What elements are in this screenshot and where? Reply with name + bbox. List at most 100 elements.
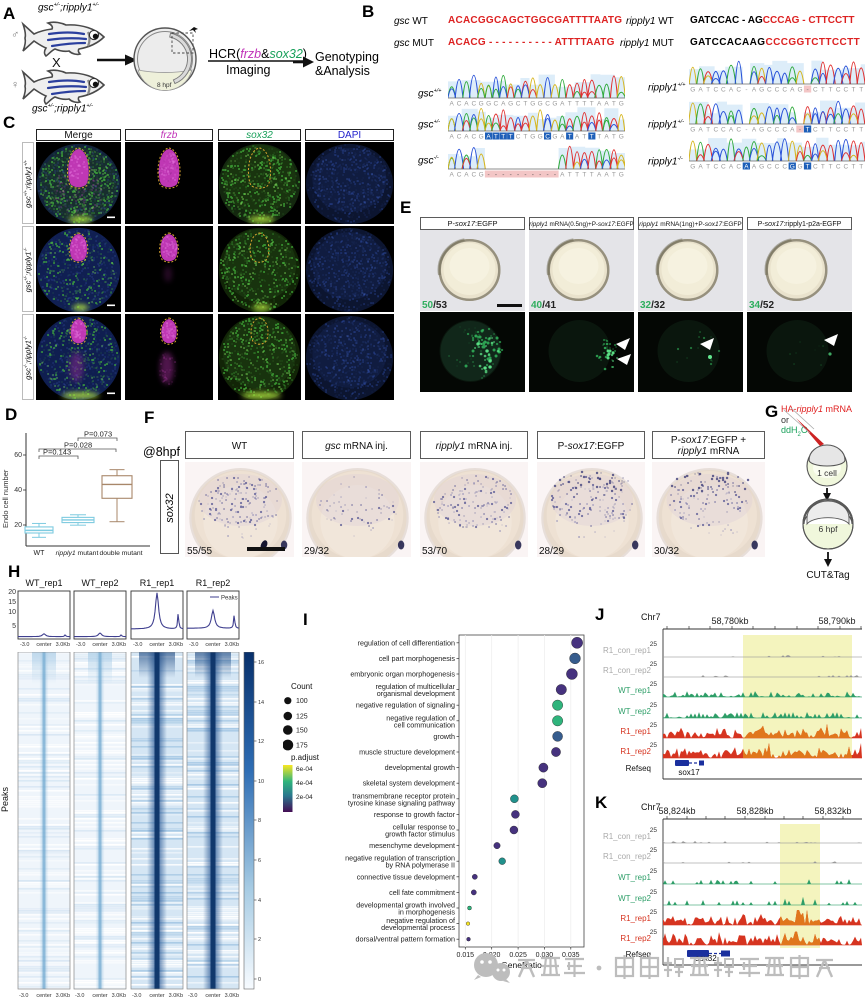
svg-text:8 hpf: 8 hpf bbox=[157, 82, 172, 89]
svg-text:C: C bbox=[457, 101, 462, 108]
svg-text:G: G bbox=[619, 134, 624, 141]
svg-text:25: 25 bbox=[650, 929, 658, 936]
svg-text:by RNA polymerase II: by RNA polymerase II bbox=[385, 861, 455, 870]
svg-text:T: T bbox=[575, 172, 579, 179]
svg-text:-: - bbox=[502, 172, 504, 179]
svg-text:T: T bbox=[582, 172, 586, 179]
svg-text:2e-04: 2e-04 bbox=[296, 794, 313, 801]
svg-text:14: 14 bbox=[258, 700, 264, 706]
svg-text:C: C bbox=[713, 87, 718, 94]
svg-text:T: T bbox=[523, 134, 527, 141]
svg-text:growth: growth bbox=[433, 732, 455, 741]
svg-text:T: T bbox=[821, 164, 825, 171]
svg-text:-: - bbox=[799, 127, 801, 134]
svg-text:WT_rep1: WT_rep1 bbox=[618, 686, 651, 695]
svg-text:WT_rep1: WT_rep1 bbox=[25, 578, 62, 588]
svg-text:C: C bbox=[844, 87, 849, 94]
svg-text:T: T bbox=[852, 164, 856, 171]
svg-text:cell part morphogenesis: cell part morphogenesis bbox=[379, 654, 456, 663]
svg-text:G: G bbox=[486, 101, 491, 108]
svg-text:A: A bbox=[604, 134, 609, 141]
svg-text:6 hpf: 6 hpf bbox=[819, 524, 839, 534]
svg-text:WT: WT bbox=[232, 441, 248, 452]
svg-text:C: C bbox=[721, 127, 726, 134]
svg-text:58,828kb: 58,828kb bbox=[736, 806, 773, 816]
svg-text:C: C bbox=[545, 101, 550, 108]
svg-text:Chr7: Chr7 bbox=[641, 612, 661, 622]
svg-text:A: A bbox=[464, 172, 469, 179]
svg-text:center: center bbox=[205, 993, 220, 999]
svg-text:C: C bbox=[516, 134, 521, 141]
svg-text:-: - bbox=[517, 172, 519, 179]
svg-text:T: T bbox=[568, 134, 572, 141]
svg-text:6e-04: 6e-04 bbox=[296, 766, 313, 773]
svg-text:C: C bbox=[775, 127, 780, 134]
svg-text:25: 25 bbox=[650, 909, 658, 916]
svg-text:G: G bbox=[508, 101, 513, 108]
svg-text:A: A bbox=[698, 127, 703, 134]
svg-text:P-sox17:EGFP +: P-sox17:EGFP + bbox=[671, 435, 746, 446]
svg-text:15: 15 bbox=[8, 599, 16, 606]
svg-text:T: T bbox=[582, 101, 586, 108]
svg-text:Peaks: Peaks bbox=[221, 596, 238, 602]
svg-text:T: T bbox=[806, 164, 810, 171]
svg-text:-: - bbox=[532, 172, 534, 179]
svg-text:-: - bbox=[554, 172, 556, 179]
svg-text:175: 175 bbox=[296, 743, 308, 750]
svg-text:C: C bbox=[516, 101, 521, 108]
svg-text:center: center bbox=[149, 642, 164, 648]
svg-text:25: 25 bbox=[650, 889, 658, 896]
svg-text:C: C bbox=[782, 127, 787, 134]
svg-text:T: T bbox=[590, 134, 594, 141]
svg-text:34/52: 34/52 bbox=[749, 300, 774, 311]
svg-text:C: C bbox=[767, 87, 772, 94]
svg-text:T: T bbox=[568, 101, 572, 108]
svg-text:negative regulation of signali: negative regulation of signaling bbox=[356, 701, 455, 710]
svg-text:G: G bbox=[690, 87, 695, 94]
svg-text:A: A bbox=[486, 134, 491, 141]
svg-text:A: A bbox=[752, 87, 757, 94]
svg-text:C: C bbox=[471, 101, 476, 108]
svg-text:X: X bbox=[52, 55, 61, 70]
svg-text:R1_rep2: R1_rep2 bbox=[196, 578, 231, 588]
svg-text:G: G bbox=[479, 172, 484, 179]
svg-text:T: T bbox=[523, 101, 527, 108]
svg-text:-: - bbox=[745, 127, 747, 134]
svg-text:T: T bbox=[612, 101, 616, 108]
svg-text:25: 25 bbox=[650, 868, 658, 875]
svg-text:A: A bbox=[464, 101, 469, 108]
svg-text:tyrosine kinase signaling path: tyrosine kinase signaling pathway bbox=[348, 798, 455, 807]
svg-text:connective tissue development: connective tissue development bbox=[357, 872, 455, 881]
svg-text:-3.0: -3.0 bbox=[20, 642, 29, 648]
svg-text:T: T bbox=[829, 127, 833, 134]
svg-text:53/70: 53/70 bbox=[422, 546, 447, 557]
svg-text:2: 2 bbox=[258, 937, 261, 943]
svg-text:cell fate commitment: cell fate commitment bbox=[389, 888, 455, 897]
svg-text:G: G bbox=[479, 134, 484, 141]
svg-text:3.0Kb: 3.0Kb bbox=[225, 993, 239, 999]
svg-text:R1_con_rep1: R1_con_rep1 bbox=[603, 832, 652, 841]
svg-text:3.0Kb: 3.0Kb bbox=[56, 642, 70, 648]
svg-text:♀: ♀ bbox=[11, 79, 19, 91]
svg-text:T: T bbox=[806, 127, 810, 134]
svg-text:C: C bbox=[836, 127, 841, 134]
svg-text:6: 6 bbox=[258, 858, 261, 864]
svg-text:A: A bbox=[752, 164, 757, 171]
svg-text:regulation of multicellular: regulation of multicellular bbox=[375, 682, 455, 691]
svg-text:29/32: 29/32 bbox=[304, 546, 329, 557]
svg-text:A: A bbox=[597, 101, 602, 108]
svg-text:P=0.028: P=0.028 bbox=[64, 441, 92, 450]
svg-text:-: - bbox=[488, 172, 490, 179]
svg-text:3.0Kb: 3.0Kb bbox=[169, 993, 183, 999]
svg-text:Endo cell number: Endo cell number bbox=[1, 469, 10, 528]
svg-text:R1_rep1: R1_rep1 bbox=[620, 914, 651, 923]
svg-text:P=0.073: P=0.073 bbox=[84, 430, 112, 439]
svg-text:T: T bbox=[582, 134, 586, 141]
svg-text:T: T bbox=[859, 87, 863, 94]
svg-text:T: T bbox=[852, 127, 856, 134]
svg-text:60: 60 bbox=[14, 452, 22, 459]
svg-text:G: G bbox=[530, 101, 535, 108]
svg-text:A: A bbox=[729, 164, 734, 171]
svg-text:R1_rep2: R1_rep2 bbox=[620, 747, 651, 756]
svg-text:C: C bbox=[844, 164, 849, 171]
